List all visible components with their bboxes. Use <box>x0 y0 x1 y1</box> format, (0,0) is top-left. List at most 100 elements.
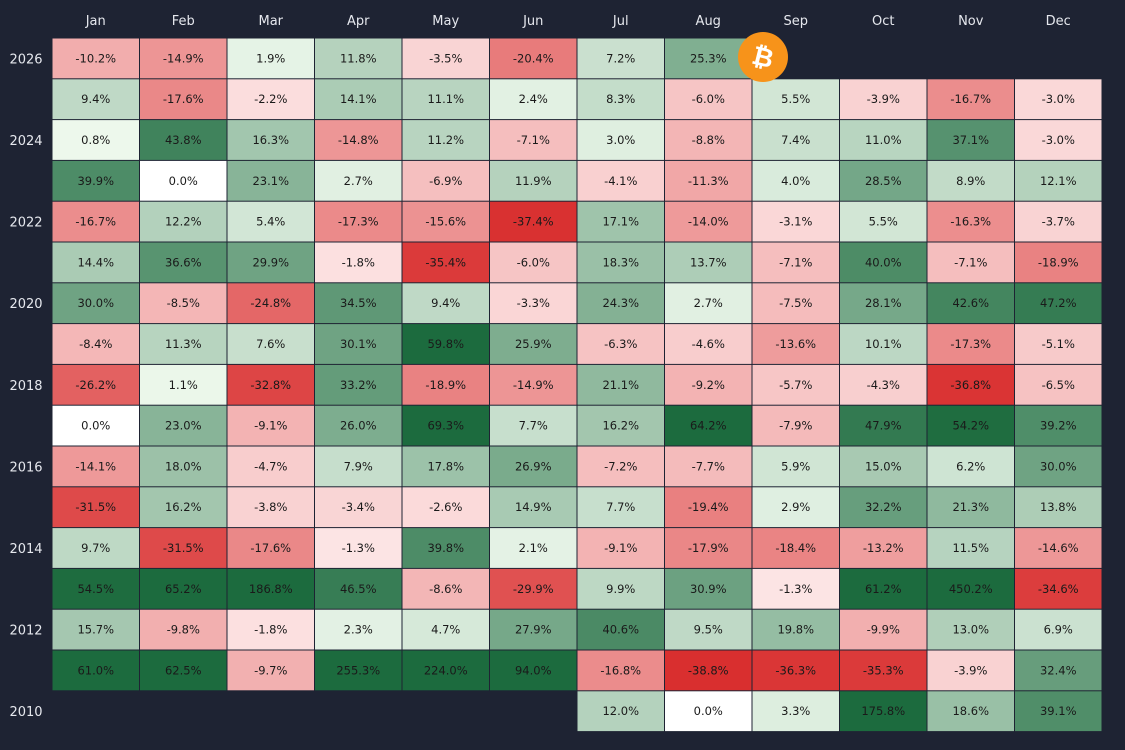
cell-value-label: -37.4% <box>513 215 554 229</box>
cell-value-label: 39.1% <box>1040 704 1077 718</box>
cell-value-label: -8.6% <box>429 582 462 596</box>
cell-value-label: 27.9% <box>515 623 552 637</box>
cell-value-label: -3.8% <box>254 500 287 514</box>
cell-value-label: 18.0% <box>165 459 202 473</box>
heatmap-cell <box>227 568 314 609</box>
cell-value-label: -8.8% <box>692 133 725 147</box>
heatmap-cell <box>490 568 577 609</box>
bitcoin-logo-circle <box>738 32 788 82</box>
cell-value-label: 61.0% <box>77 663 114 677</box>
cell-value-label: -7.7% <box>692 459 725 473</box>
heatmap-cell <box>1015 609 1102 650</box>
cell-value-label: 34.5% <box>340 296 377 310</box>
cell-value-label: -14.9% <box>163 51 204 65</box>
cell-value-label: 39.8% <box>427 541 464 555</box>
cell-value-label: 450.2% <box>949 582 993 596</box>
heatmap-cell <box>140 568 227 609</box>
heatmap-cell <box>52 324 139 364</box>
heatmap-cell <box>490 120 577 160</box>
heatmap-cell <box>665 650 752 691</box>
cell-value-label: -5.7% <box>779 378 812 392</box>
cell-value-label: -17.6% <box>163 92 204 106</box>
cell-value-label: 9.5% <box>694 623 723 637</box>
cell-value-label: 7.6% <box>256 337 285 351</box>
heatmap-cell <box>52 201 139 242</box>
heatmap-cell <box>227 283 314 324</box>
cell-value-label: -18.9% <box>425 378 466 392</box>
cell-value-label: 0.0% <box>81 419 110 433</box>
cell-value-label: 16.2% <box>165 500 202 514</box>
month-tick-label: Jan <box>85 14 106 29</box>
cell-value-label: 3.3% <box>781 704 810 718</box>
heatmap-cell <box>315 201 402 242</box>
heatmap-cell <box>52 568 139 609</box>
heatmap-cell <box>927 650 1014 691</box>
heatmap-cell <box>227 487 314 528</box>
cell-value-label: 17.8% <box>427 459 464 473</box>
cell-value-label: -26.2% <box>75 378 116 392</box>
heatmap-cell <box>752 242 839 283</box>
cell-value-label: 26.0% <box>340 419 377 433</box>
bitcoin-logo-icon: ₿ <box>738 32 788 82</box>
cell-value-label: -7.1% <box>954 255 987 269</box>
cell-value-label: -3.0% <box>1042 133 1075 147</box>
heatmap-cell <box>1015 120 1102 160</box>
cell-value-label: 5.4% <box>256 215 285 229</box>
cell-value-label: -2.2% <box>254 92 287 106</box>
heatmap-cell <box>490 650 577 691</box>
heatmap-cell <box>665 324 752 364</box>
cell-value-label: -3.1% <box>779 215 812 229</box>
cell-value-label: -20.4% <box>513 51 554 65</box>
cell-value-label: 15.0% <box>865 459 902 473</box>
cell-value-label: -38.8% <box>688 663 729 677</box>
cell-value-label: 18.6% <box>952 704 989 718</box>
heatmap-cell <box>52 242 139 283</box>
cell-value-label: -13.6% <box>775 337 816 351</box>
cell-value-label: -31.5% <box>163 541 204 555</box>
cell-value-label: 255.3% <box>336 663 380 677</box>
cell-value-label: -1.3% <box>779 582 812 596</box>
cell-value-label: 11.2% <box>427 133 464 147</box>
heatmap-cell <box>52 487 139 528</box>
cell-value-label: 7.7% <box>606 500 635 514</box>
month-tick-label: Jun <box>522 14 543 29</box>
cell-value-label: -3.9% <box>867 92 900 106</box>
heatmap-cell <box>665 609 752 650</box>
cell-value-label: -31.5% <box>75 500 116 514</box>
heatmap-cell <box>227 446 314 487</box>
heatmap-cell <box>927 79 1014 120</box>
heatmap-cell <box>140 201 227 242</box>
cell-value-label: 16.3% <box>252 133 289 147</box>
cell-value-label: -1.8% <box>342 255 375 269</box>
cell-value-label: -1.8% <box>254 623 287 637</box>
cell-value-label: -14.0% <box>688 215 729 229</box>
heatmap-cell <box>315 446 402 487</box>
heatmap-cell <box>665 568 752 609</box>
heatmap-cell <box>52 120 139 160</box>
heatmap-cell <box>577 242 664 283</box>
heatmap-cell <box>140 446 227 487</box>
cell-value-label: 224.0% <box>424 663 468 677</box>
cell-value-label: -9.9% <box>867 623 900 637</box>
heatmap-cell <box>752 283 839 324</box>
heatmap-cell <box>752 324 839 364</box>
cell-value-label: 69.3% <box>427 419 464 433</box>
cell-value-label: 0.0% <box>169 174 198 188</box>
heatmap-cell <box>490 487 577 528</box>
cell-value-label: -7.1% <box>517 133 550 147</box>
heatmap-cell <box>840 364 927 405</box>
heatmap-cell <box>927 324 1014 364</box>
month-axis: Jan Feb Mar Apr May Jun Jul Aug Sep Oct Nov Dec <box>85 14 1071 29</box>
heatmap-cell <box>52 446 139 487</box>
heatmap-cell <box>52 160 139 201</box>
heatmap-cell <box>577 120 664 160</box>
heatmap-cell <box>840 691 927 732</box>
heatmap-cell <box>402 38 489 79</box>
cell-value-label: 11.0% <box>865 133 902 147</box>
cell-value-label: 7.2% <box>606 51 635 65</box>
heatmap-cell <box>315 160 402 201</box>
year-tick-label: 2012 <box>9 624 42 639</box>
heatmap-cell <box>1015 528 1102 568</box>
heatmap-cell <box>52 528 139 568</box>
cell-value-label: 3.0% <box>606 133 635 147</box>
